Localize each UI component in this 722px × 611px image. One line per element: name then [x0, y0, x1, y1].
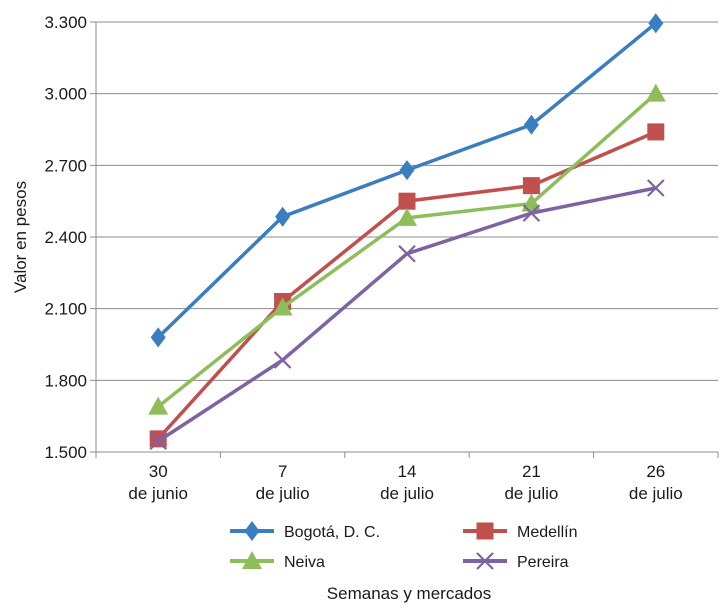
legend-label: Bogotá, D. C. — [284, 524, 380, 541]
data-point — [648, 13, 664, 34]
data-point — [398, 192, 416, 210]
data-point — [150, 327, 166, 348]
series-line — [156, 21, 657, 339]
legend-marker — [244, 521, 260, 541]
data-point — [272, 297, 293, 316]
y-tick-label: 3.000 — [44, 85, 87, 104]
x-axis-label: Semanas y mercados — [327, 584, 491, 603]
y-tick-label: 2.400 — [44, 228, 87, 247]
data-point — [522, 204, 541, 222]
data-point — [647, 123, 665, 141]
x-tick-label: 7 de julio — [256, 462, 310, 503]
y-tick-label: 2.700 — [44, 156, 87, 175]
y-tick-label: 2.100 — [44, 300, 87, 319]
x-tick-label: 30 de junio — [128, 462, 188, 503]
data-point — [523, 114, 539, 135]
series-0 — [150, 13, 664, 348]
y-axis-label: Valor en pesos — [11, 181, 30, 293]
grid — [96, 21, 718, 381]
data-point — [647, 179, 665, 197]
legend-label: Medellín — [517, 524, 577, 541]
x-tick-label: 14 de julio — [380, 462, 434, 503]
series-3 — [149, 179, 665, 451]
legend-item: Bogotá, D. C. — [230, 521, 380, 541]
data-point — [148, 396, 169, 415]
legend-marker — [476, 522, 494, 540]
data-point — [645, 83, 666, 102]
y-tick-label: 3.300 — [44, 13, 87, 32]
legend: Bogotá, D. C. Medellín Neiva Pereira — [230, 521, 577, 571]
series-line — [157, 186, 657, 443]
data-point — [522, 177, 540, 195]
legend-label: Pereira — [517, 554, 569, 571]
data-point — [275, 206, 291, 227]
series-line — [157, 92, 657, 408]
legend-marker — [476, 552, 494, 570]
axes — [90, 21, 719, 458]
series-2 — [148, 83, 666, 415]
legend-label: Neiva — [284, 554, 325, 571]
legend-item: Pereira — [463, 552, 569, 571]
x-tick-labels: 30 de junio 7 de julio 14 de julio 21 de julio 2… — [128, 462, 682, 503]
y-tick-labels: 1.500 1.800 2.100 2.400 2.700 3.000 3.300 — [44, 13, 87, 462]
data-point — [397, 207, 417, 226]
legend-item: Medellín — [463, 522, 577, 541]
legend-item: Neiva — [230, 551, 325, 571]
data-point — [399, 160, 415, 181]
data-point — [273, 351, 292, 369]
series — [148, 13, 666, 451]
x-tick-label: 26 de julio — [629, 462, 683, 503]
data-point — [149, 430, 167, 448]
y-tick-label: 1.800 — [44, 371, 87, 390]
legend-marker — [242, 551, 262, 569]
y-tick-label: 1.500 — [44, 443, 87, 462]
data-point — [398, 244, 416, 263]
data-point — [149, 432, 167, 451]
x-tick-label: 21 de julio — [504, 462, 558, 503]
